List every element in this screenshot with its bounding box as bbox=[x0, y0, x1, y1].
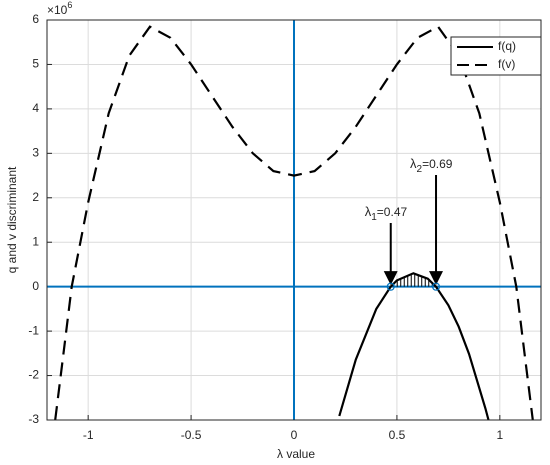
annotation-label: λ2=0.69 bbox=[410, 156, 453, 174]
legend-label: f(v) bbox=[498, 57, 515, 71]
x-tick-label: -1 bbox=[83, 428, 94, 442]
annotation-symbol: λ bbox=[410, 156, 417, 171]
y-tick-label: 5 bbox=[32, 57, 39, 71]
annotation-label: λ1=0.47 bbox=[365, 204, 408, 222]
y-tick-label: 6 bbox=[32, 12, 39, 26]
annotation-subscript: 2 bbox=[417, 164, 423, 175]
plot-frame bbox=[46, 19, 542, 421]
annotation-symbol: λ bbox=[365, 204, 372, 219]
series-line bbox=[338, 272, 490, 420]
y-multiplier-exponent: 6 bbox=[67, 0, 72, 10]
root-marker bbox=[431, 282, 441, 291]
y-multiplier: ×106 bbox=[47, 0, 72, 17]
y-tick-label: 4 bbox=[32, 101, 39, 115]
root-marker bbox=[386, 282, 395, 291]
series-line bbox=[54, 25, 534, 420]
x-axis-label: λ value bbox=[277, 447, 315, 461]
y-axis-label: q and v discriminant bbox=[5, 166, 19, 273]
x-tick-label: 0 bbox=[291, 428, 298, 442]
y-tick-label: 2 bbox=[32, 190, 39, 204]
annotation-text: =0.69 bbox=[422, 157, 453, 171]
annotation-subscript: 1 bbox=[371, 212, 377, 223]
y-tick-label: 1 bbox=[32, 234, 39, 248]
y-tick-label: 3 bbox=[32, 146, 39, 160]
x-tick-label: -0.5 bbox=[181, 428, 202, 442]
legend-label: f(q) bbox=[498, 39, 516, 53]
y-tick-label: -3 bbox=[28, 412, 39, 426]
y-multiplier-base: ×10 bbox=[47, 3, 68, 17]
y-tick-label: -2 bbox=[28, 368, 39, 382]
x-tick-label: 0.5 bbox=[389, 428, 406, 442]
x-tick-label: 1 bbox=[496, 428, 503, 442]
y-tick-label: 0 bbox=[32, 279, 39, 293]
annotation-text: =0.47 bbox=[377, 205, 408, 219]
y-tick-label: -1 bbox=[28, 323, 39, 337]
legend-box bbox=[450, 36, 542, 76]
